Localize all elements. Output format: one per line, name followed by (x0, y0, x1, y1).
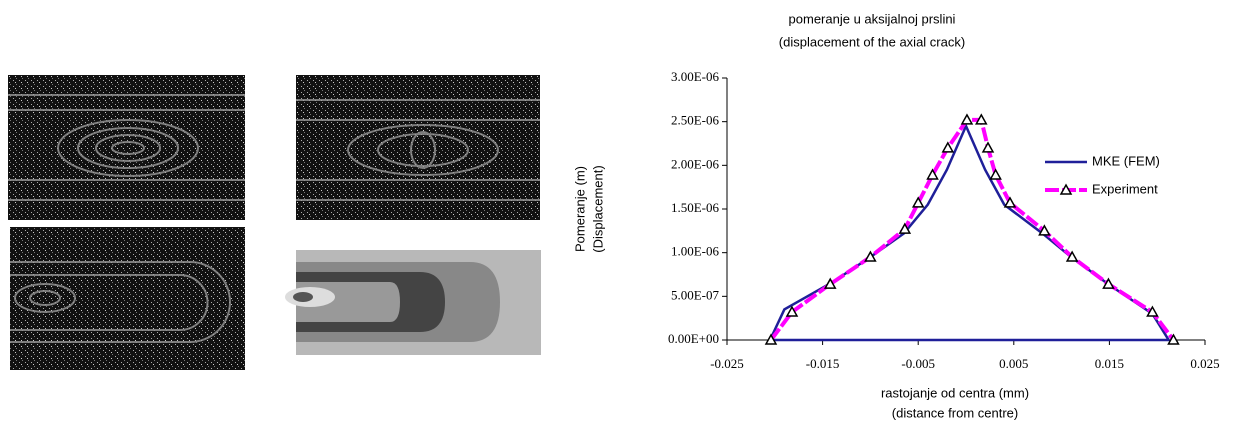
chart-title: (displacement of the axial crack) (779, 34, 965, 49)
speckle-image-2 (296, 75, 540, 220)
data-marker (962, 115, 972, 124)
y-tick-label: 1.00E-06 (671, 244, 720, 259)
chart: pomeranje u aksijalnoj prslini (displacem… (572, 11, 1219, 420)
x-tick-label: -0.025 (710, 356, 744, 371)
legend-label: MKE (FEM) (1092, 153, 1160, 168)
contour-image (285, 250, 541, 355)
figure: pomeranje u aksijalnoj prslini (displacem… (0, 0, 1241, 431)
legend-label: Experiment (1092, 181, 1158, 196)
speckle-image-1 (8, 75, 245, 220)
data-marker (991, 170, 1001, 179)
x-tick-label: 0.025 (1190, 356, 1219, 371)
y-tick-label: 2.00E-06 (671, 156, 720, 171)
x-axis-label: (distance from centre) (892, 405, 1018, 420)
data-marker (983, 143, 993, 152)
y-axis-label: (Displacement) (590, 165, 605, 252)
y-tick-label: 0.00E+00 (668, 331, 719, 346)
y-tick-label: 3.00E-06 (671, 69, 720, 84)
chart-title: pomeranje u aksijalnoj prslini (789, 11, 956, 26)
y-tick-label: 1.50E-06 (671, 200, 720, 215)
x-tick-label: -0.015 (806, 356, 840, 371)
x-tick-label: 0.015 (1095, 356, 1124, 371)
y-tick-label: 2.50E-06 (671, 113, 720, 128)
y-axis-label: Pomeranje (m) (572, 166, 587, 252)
x-tick-label: 0.005 (999, 356, 1028, 371)
y-tick-label: 5.00E-07 (671, 287, 720, 302)
x-axis-label: rastojanje od centra (mm) (881, 385, 1029, 400)
x-tick-label: -0.005 (901, 356, 935, 371)
speckle-image-3 (10, 227, 245, 370)
